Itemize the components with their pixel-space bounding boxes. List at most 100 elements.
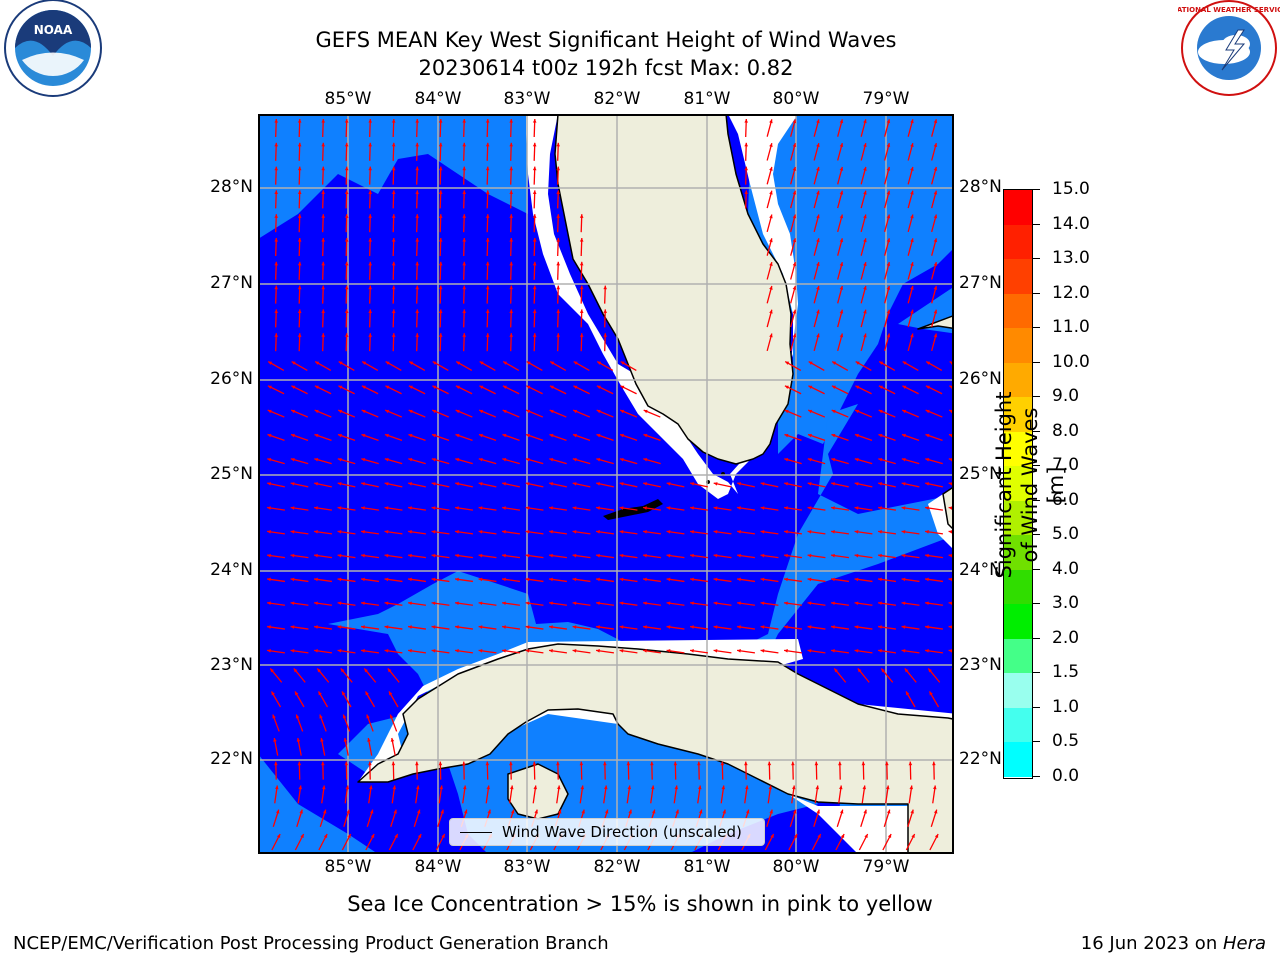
direction-arrow-head [342, 714, 347, 719]
colorbar-tick-label: 14.0 [1052, 213, 1090, 234]
direction-arrow-head [485, 119, 490, 123]
direction-arrow-head [619, 482, 624, 486]
direction-arrow-head [791, 785, 796, 790]
direction-arrow-head [297, 166, 302, 171]
lon-label-top-81w: 81°W [683, 89, 731, 109]
direction-arrow-head [314, 458, 319, 462]
direction-arrow-head [861, 761, 866, 766]
direction-arrow-head [886, 309, 891, 314]
direction-arrow-head [643, 625, 647, 629]
direction-arrow-head [455, 458, 460, 462]
direction-arrow-head [934, 833, 939, 838]
direction-arrow-head [321, 333, 326, 337]
direction-arrow-head [502, 458, 507, 462]
andros-island [942, 487, 952, 530]
direction-arrow-head [721, 785, 726, 790]
direction-arrow-head [509, 166, 514, 171]
direction-arrow-head [290, 433, 295, 438]
direction-arrow-head [737, 553, 741, 558]
direction-arrow-head [925, 625, 929, 629]
direction-arrow-head [713, 601, 718, 606]
direction-arrow-head [438, 333, 443, 337]
direction-arrow-head [792, 190, 797, 195]
direction-arrow-head [431, 553, 436, 558]
direction-arrow-head [509, 142, 514, 147]
direction-arrow-head [509, 761, 513, 766]
direction-arrow-head [832, 361, 837, 365]
direction-arrow-head [318, 691, 322, 696]
direction-arrow-head [290, 458, 295, 462]
direction-arrow-head [297, 261, 302, 266]
direction-arrow-head [455, 506, 459, 510]
direction-arrow-head [344, 119, 349, 123]
direction-arrow-head [579, 285, 584, 290]
direction-arrow-head [619, 601, 624, 606]
direction-arrow-head [603, 785, 608, 790]
colorbar-tick-mark [1033, 741, 1040, 743]
direction-arrow-head [314, 530, 318, 534]
direction-arrow-head [361, 433, 366, 438]
direction-arrow-head [314, 601, 318, 606]
map-legend: Wind Wave Direction (unscaled) [449, 818, 765, 846]
direction-arrow-head [768, 785, 773, 790]
direction-arrow-head [321, 285, 326, 290]
direction-arrow-head [532, 309, 537, 314]
direction-arrow-head [831, 625, 835, 629]
direction-arrow-head [807, 625, 812, 629]
direction-arrow-head [314, 409, 319, 414]
lat-label-right-23n: 23°N [959, 655, 1002, 675]
direction-arrow-head [620, 385, 625, 390]
direction-arrow-head [485, 142, 490, 147]
direction-arrow-head [816, 143, 820, 148]
colorbar-segment [1004, 466, 1032, 501]
direction-arrow-head [831, 458, 836, 462]
direction-arrow-head [619, 577, 624, 582]
direction-arrow-head [432, 361, 437, 365]
direction-arrow-head [556, 785, 561, 790]
direction-arrow-head [902, 361, 907, 365]
direction-arrow-head [784, 577, 788, 582]
wave-height-map[interactable] [258, 114, 954, 854]
direction-arrow-head [767, 761, 772, 766]
direction-arrow-head [455, 530, 459, 534]
direction-arrow-head [510, 809, 515, 814]
direction-arrow-head [478, 553, 483, 558]
direction-arrow-head [556, 214, 561, 218]
direction-arrow-head [485, 309, 490, 314]
direction-arrow-head [366, 714, 370, 719]
colorbar-segment [1004, 604, 1032, 639]
direction-arrow-head [526, 385, 531, 390]
direction-arrow-head [840, 833, 845, 838]
direction-arrow-head [863, 190, 867, 195]
direction-arrow-head [455, 577, 459, 582]
direction-arrow-head [462, 261, 467, 266]
direction-arrow-head [290, 530, 295, 534]
colorbar-tick-label: 12.0 [1052, 282, 1090, 303]
direction-arrow-head [361, 625, 365, 629]
direction-arrow-head [603, 333, 608, 337]
direction-arrow-head [344, 333, 349, 337]
direction-arrow-head [478, 530, 483, 534]
direction-arrow-head [432, 385, 437, 390]
direction-arrow-head [556, 761, 560, 766]
direction-arrow-head [596, 385, 601, 390]
direction-arrow-head [290, 577, 295, 582]
direction-arrow-head [319, 714, 323, 719]
direction-arrow-head [807, 506, 812, 510]
direction-arrow-head [370, 833, 375, 838]
direction-arrow-head [532, 761, 537, 766]
direction-arrow-head [902, 409, 907, 414]
direction-arrow-head [441, 833, 445, 838]
direction-arrow-head [502, 433, 507, 438]
direction-arrow-head [502, 625, 506, 629]
direction-arrow-head [933, 238, 938, 243]
direction-arrow-head [815, 785, 820, 790]
direction-arrow-head [619, 530, 624, 534]
direction-arrow-head [274, 190, 279, 195]
direction-arrow-head [299, 809, 303, 814]
direction-arrow-head [949, 385, 952, 390]
direction-arrow-head [807, 433, 812, 438]
direction-arrow-head [713, 506, 718, 510]
direction-arrow-head [878, 458, 883, 462]
direction-arrow-head [361, 601, 365, 606]
